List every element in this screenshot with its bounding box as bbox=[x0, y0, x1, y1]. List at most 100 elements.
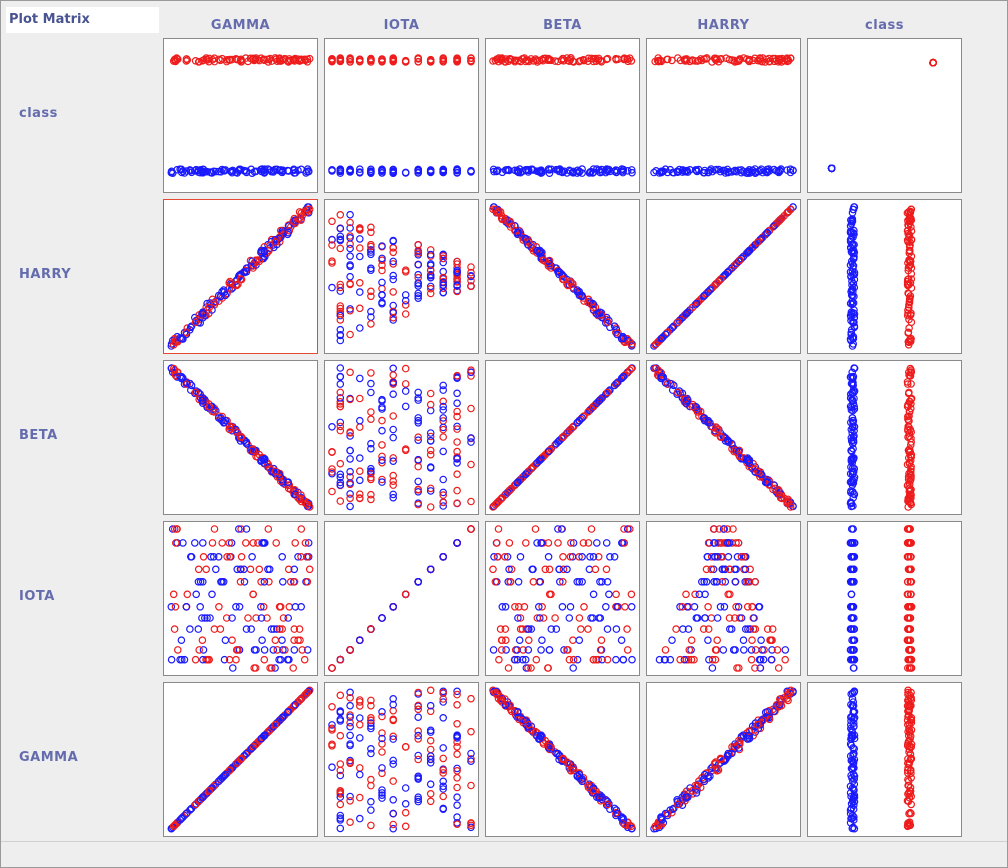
data-point bbox=[276, 477, 285, 486]
data-point bbox=[693, 614, 702, 622]
scatter-cell-class-vs-class[interactable] bbox=[807, 38, 962, 193]
scatter-cell-gamma-vs-gamma[interactable] bbox=[163, 682, 318, 837]
data-point bbox=[715, 525, 724, 533]
data-point bbox=[849, 246, 858, 255]
scatter-cell-gamma-vs-beta[interactable] bbox=[485, 682, 640, 837]
data-point bbox=[252, 646, 260, 654]
data-point bbox=[603, 318, 612, 327]
scatter-cell-beta-vs-class[interactable] bbox=[807, 360, 962, 515]
scatter-plot bbox=[655, 525, 790, 672]
data-point bbox=[904, 552, 912, 561]
data-point bbox=[453, 422, 461, 431]
data-point bbox=[257, 603, 265, 611]
scatter-cell-harry-vs-class[interactable] bbox=[807, 199, 962, 354]
scatter-cell-class-vs-harry[interactable] bbox=[646, 38, 801, 193]
data-point bbox=[219, 577, 228, 586]
data-point bbox=[569, 539, 578, 547]
data-point bbox=[453, 764, 461, 773]
scatter-cell-harry-vs-harry[interactable] bbox=[646, 199, 801, 354]
data-point bbox=[535, 614, 544, 622]
data-point bbox=[467, 167, 475, 176]
scatter-cell-iota-vs-gamma[interactable] bbox=[163, 521, 318, 676]
data-point bbox=[559, 754, 567, 763]
scatter-cell-gamma-vs-harry[interactable] bbox=[646, 682, 801, 837]
data-point bbox=[198, 310, 207, 318]
data-point bbox=[389, 260, 398, 268]
data-point bbox=[713, 552, 722, 561]
scatter-cell-beta-vs-beta[interactable] bbox=[485, 360, 640, 515]
data-point bbox=[497, 646, 506, 654]
data-point bbox=[336, 402, 345, 411]
data-point bbox=[697, 577, 706, 586]
data-point bbox=[235, 603, 244, 611]
data-point bbox=[236, 270, 245, 279]
data-point bbox=[453, 266, 461, 275]
data-point bbox=[627, 166, 636, 174]
data-point bbox=[275, 166, 283, 175]
data-point bbox=[617, 167, 626, 175]
data-point bbox=[414, 751, 423, 760]
scatter-cell-class-vs-beta[interactable] bbox=[485, 38, 640, 193]
data-point bbox=[650, 168, 658, 177]
data-point bbox=[367, 56, 375, 64]
scatter-cell-iota-vs-iota[interactable] bbox=[324, 521, 479, 676]
data-point bbox=[584, 407, 593, 416]
scatter-cell-gamma-vs-iota[interactable] bbox=[324, 682, 479, 837]
data-point bbox=[709, 565, 718, 574]
data-point bbox=[346, 432, 354, 440]
data-point bbox=[467, 54, 475, 62]
data-point bbox=[848, 216, 857, 224]
data-point bbox=[453, 257, 461, 266]
scatter-cell-iota-vs-beta[interactable] bbox=[485, 521, 640, 676]
data-point bbox=[906, 311, 915, 319]
data-point bbox=[249, 54, 258, 63]
data-point bbox=[723, 525, 732, 533]
data-point bbox=[355, 304, 364, 313]
data-point bbox=[559, 565, 568, 574]
data-point bbox=[593, 310, 601, 318]
data-point bbox=[336, 307, 345, 316]
data-point bbox=[850, 772, 859, 781]
data-point bbox=[491, 577, 500, 586]
data-point bbox=[267, 625, 276, 633]
data-point bbox=[559, 275, 567, 284]
data-point bbox=[346, 224, 354, 232]
data-point bbox=[905, 781, 913, 790]
data-point bbox=[564, 281, 572, 290]
scatter-cell-class-vs-gamma[interactable] bbox=[163, 38, 318, 193]
data-point bbox=[710, 281, 719, 290]
scatter-plot bbox=[167, 686, 314, 833]
data-point bbox=[367, 490, 375, 499]
scatter-plot bbox=[167, 54, 314, 178]
scatter-cell-iota-vs-harry[interactable] bbox=[646, 521, 801, 676]
data-point bbox=[208, 539, 217, 547]
data-point bbox=[651, 822, 660, 831]
scatter-cell-beta-vs-harry[interactable] bbox=[646, 360, 801, 515]
scatter-cell-iota-vs-class[interactable] bbox=[807, 521, 962, 676]
scatter-cell-beta-vs-gamma[interactable] bbox=[163, 360, 318, 515]
data-point bbox=[669, 322, 678, 331]
data-point bbox=[731, 577, 740, 586]
data-point bbox=[208, 55, 217, 64]
data-point bbox=[346, 218, 354, 227]
scatter-cell-class-vs-iota[interactable] bbox=[324, 38, 479, 193]
data-point bbox=[904, 229, 912, 238]
scatter-cell-gamma-vs-class[interactable] bbox=[807, 682, 962, 837]
data-point bbox=[271, 469, 279, 478]
data-point bbox=[426, 686, 435, 695]
data-point bbox=[564, 56, 572, 65]
data-point bbox=[756, 166, 765, 175]
scatter-plot bbox=[328, 364, 475, 511]
data-point bbox=[205, 402, 214, 411]
scatter-cell-harry-vs-iota[interactable] bbox=[324, 199, 479, 354]
data-point bbox=[661, 809, 670, 818]
scatter-plot bbox=[489, 686, 636, 833]
scatter-cell-beta-vs-iota[interactable] bbox=[324, 360, 479, 515]
data-point bbox=[236, 56, 245, 65]
data-point bbox=[907, 726, 916, 734]
data-point bbox=[305, 686, 314, 695]
data-point bbox=[378, 426, 386, 435]
scatter-cell-harry-vs-gamma[interactable] bbox=[163, 199, 318, 354]
data-point bbox=[426, 565, 435, 574]
scatter-cell-harry-vs-beta[interactable] bbox=[485, 199, 640, 354]
